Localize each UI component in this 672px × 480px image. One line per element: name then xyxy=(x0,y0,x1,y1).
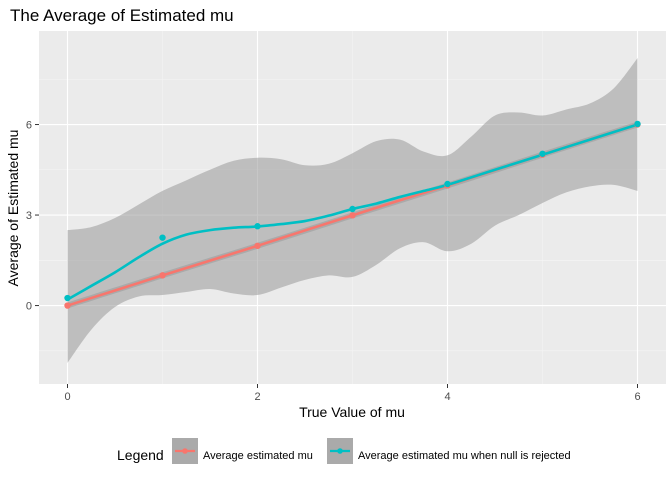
y-tick-label: 0 xyxy=(26,301,32,313)
data-point-series-1 xyxy=(64,294,71,302)
data-point-series-1 xyxy=(159,234,166,241)
data-point-series-0 xyxy=(254,242,261,250)
data-point-series-1 xyxy=(634,120,641,128)
x-tick-label: 6 xyxy=(634,391,640,403)
y-axis-title: Average of Estimated mu xyxy=(5,130,21,287)
data-point-series-0 xyxy=(159,272,166,279)
legend-key-point-average-estimated-mu xyxy=(182,448,188,454)
x-tick-label: 0 xyxy=(64,391,70,403)
chart-title: The Average of Estimated mu xyxy=(10,6,234,25)
data-point-series-1 xyxy=(349,205,356,213)
legend-title: Legend xyxy=(117,447,164,463)
legend-label-average-estimated-mu-null-rejected: Average estimated mu when null is reject… xyxy=(358,450,571,462)
data-point-series-1 xyxy=(539,150,546,157)
data-point-series-1 xyxy=(444,180,451,188)
data-point-series-0 xyxy=(64,302,71,309)
y-axis-ticks: 0 3 6 xyxy=(26,120,39,313)
series-line-1 xyxy=(66,123,639,301)
series-points xyxy=(64,120,641,309)
legend: Legend Average estimated mu Average esti… xyxy=(117,438,571,464)
legend-key-point-average-estimated-mu-null-rejected xyxy=(337,448,343,454)
data-point-series-0 xyxy=(349,212,356,219)
data-point-series-1 xyxy=(254,223,261,230)
x-axis-ticks: 0 2 4 6 xyxy=(64,384,641,403)
x-axis-title: True Value of mu xyxy=(299,404,405,420)
x-tick-label: 2 xyxy=(254,391,260,403)
y-tick-label: 3 xyxy=(26,210,32,222)
y-tick-label: 6 xyxy=(26,120,32,132)
legend-label-average-estimated-mu: Average estimated mu xyxy=(203,450,313,462)
x-tick-label: 4 xyxy=(444,391,450,403)
